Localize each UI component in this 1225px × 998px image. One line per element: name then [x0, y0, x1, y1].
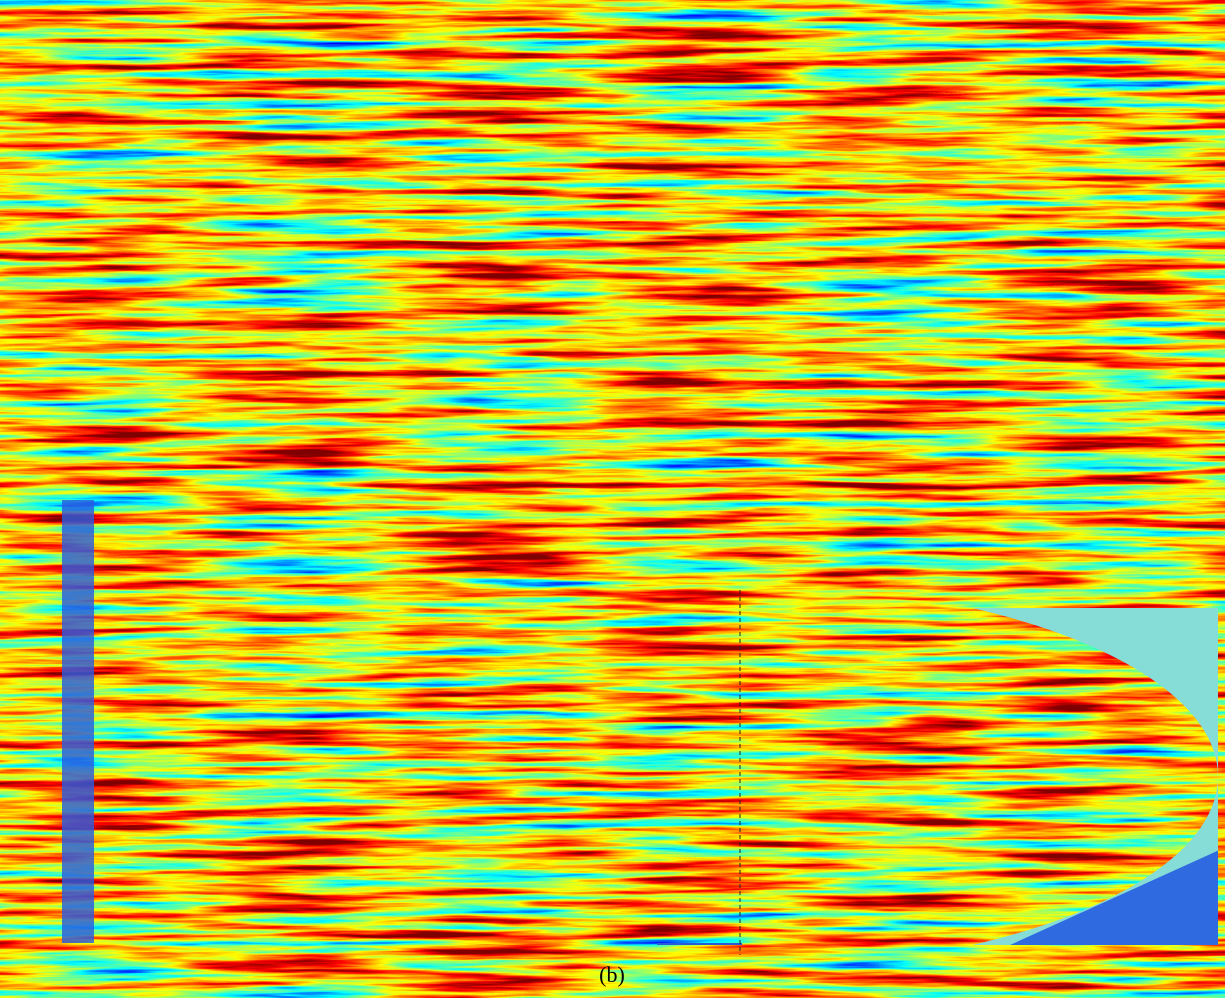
- colorbar: [7, 7, 28, 441]
- caption: (b): [599, 962, 625, 987]
- colorbar-tick-label: 8: [32, 856, 38, 868]
- colorbar-tick-label: 6: [32, 431, 38, 443]
- edge-strip: [62, 500, 94, 943]
- colorbar-tick-label: 18: [32, 9, 44, 21]
- colorbar-tick-label: 14: [32, 150, 44, 162]
- colorbar-tick-label: 10: [32, 787, 44, 799]
- colorbar-tick-label: 12: [32, 719, 44, 731]
- panel: 6 8 10 12 14 16 18 (b): [7, 500, 1218, 987]
- colorbar-tick-label: 16: [32, 582, 44, 594]
- surface-map-left: [62, 5, 742, 448]
- colorbar: [7, 512, 28, 934]
- colorbar-tick-label: 10: [32, 290, 44, 302]
- bottom-strip: [657, 448, 742, 455]
- surface-map-left: [62, 500, 742, 943]
- caption: (a): [600, 467, 624, 492]
- colorbar-tick-label: 16: [32, 79, 44, 91]
- colorbar-tick-label: 8: [32, 361, 38, 373]
- colorbar-tick-label: 6: [32, 924, 38, 936]
- edge-strip: [62, 5, 94, 448]
- colorbar-tick-label: 12: [32, 220, 44, 232]
- blue-corner: [1010, 359, 1218, 455]
- colorbar-tick-label: 18: [32, 514, 44, 526]
- blue-corner: [1010, 850, 1218, 945]
- panel: 6 8 10 12 14 16 18 (a): [7, 5, 1218, 492]
- bottom-strip: [657, 943, 742, 945]
- colorbar-tick-label: 14: [32, 651, 44, 663]
